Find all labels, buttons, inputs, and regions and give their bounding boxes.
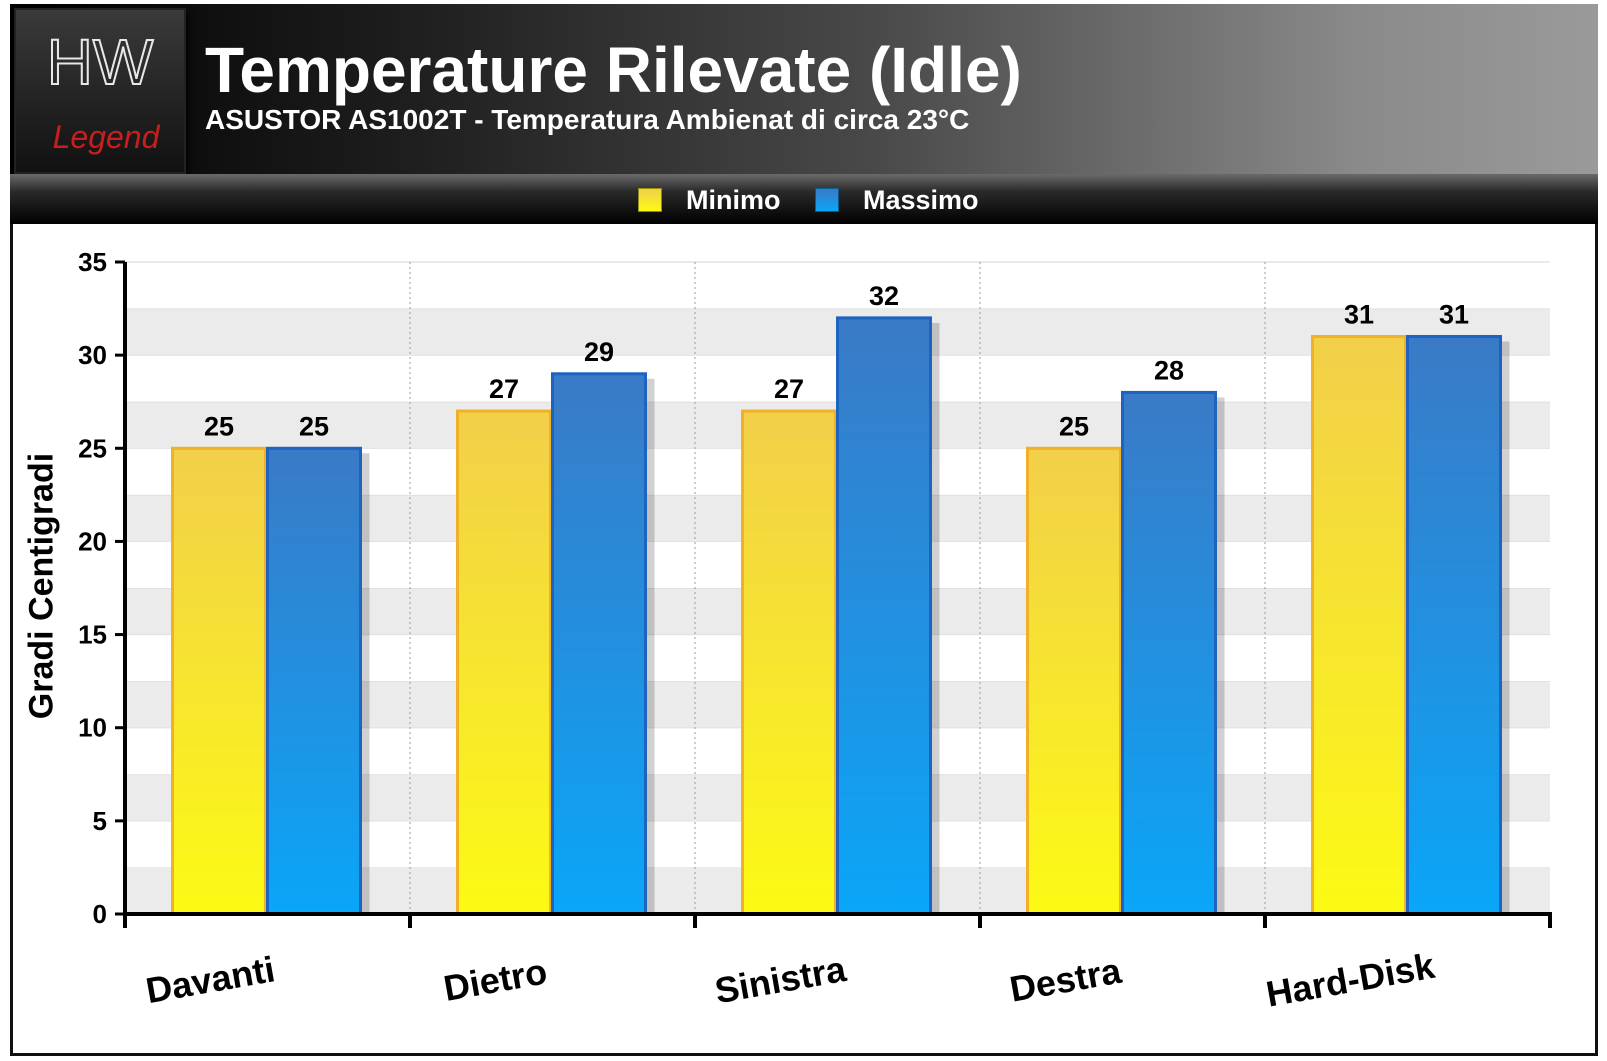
bar-minimo	[456, 409, 552, 916]
y-tick-label: 5	[93, 806, 107, 836]
hwlegend-logo: HW Legend	[14, 8, 186, 174]
y-tick-label: 0	[93, 899, 107, 929]
legend-item-massimo: Massimo	[815, 182, 979, 218]
data-label: 25	[204, 411, 234, 441]
grid-band	[125, 262, 1550, 309]
chart-subtitle: ASUSTOR AS1002T - Temperatura Ambienat d…	[205, 104, 970, 135]
legend-swatch-minimo	[638, 188, 662, 212]
bar-minimo	[741, 409, 837, 916]
data-label: 28	[1154, 355, 1184, 385]
bar-massimo	[266, 446, 362, 916]
y-tick-label: 10	[78, 713, 107, 743]
bar-massimo	[836, 316, 932, 916]
y-tick-label: 25	[78, 433, 107, 463]
legend-item-minimo: Minimo	[638, 182, 781, 218]
legend-swatch-massimo	[815, 188, 839, 212]
x-tick-label: Sinistra	[712, 948, 850, 1011]
data-label: 29	[584, 337, 614, 367]
y-tick-label: 20	[78, 526, 107, 556]
bar-massimo	[1406, 335, 1502, 916]
legend-bar	[10, 174, 1598, 224]
data-label: 32	[869, 281, 899, 311]
data-label: 31	[1439, 300, 1469, 330]
bar-minimo	[171, 446, 267, 916]
logo-text-top: HW	[47, 26, 154, 98]
y-tick-label: 35	[78, 247, 107, 277]
x-tick-label: Hard-Disk	[1263, 945, 1439, 1015]
bar-minimo	[1026, 446, 1122, 916]
y-tick-label: 15	[78, 620, 107, 650]
logo-text-bottom: Legend	[53, 119, 161, 155]
x-tick-label: Dietro	[441, 950, 551, 1008]
data-label: 31	[1344, 300, 1374, 330]
y-tick-label: 30	[78, 340, 107, 370]
legend-label-minimo: Minimo	[686, 184, 781, 215]
x-tick-label: Destra	[1007, 950, 1125, 1010]
legend-label-massimo: Massimo	[863, 184, 979, 215]
bar-minimo	[1311, 335, 1407, 916]
bar-massimo	[1121, 390, 1217, 916]
data-label: 27	[774, 374, 804, 404]
bar-massimo	[551, 372, 647, 916]
data-label: 25	[1059, 411, 1089, 441]
data-label: 27	[489, 374, 519, 404]
data-label: 25	[299, 411, 329, 441]
x-tick-label: Davanti	[143, 948, 278, 1011]
chart-title: Temperature Rilevate (Idle)	[205, 34, 1022, 106]
chart-header	[10, 4, 1598, 174]
